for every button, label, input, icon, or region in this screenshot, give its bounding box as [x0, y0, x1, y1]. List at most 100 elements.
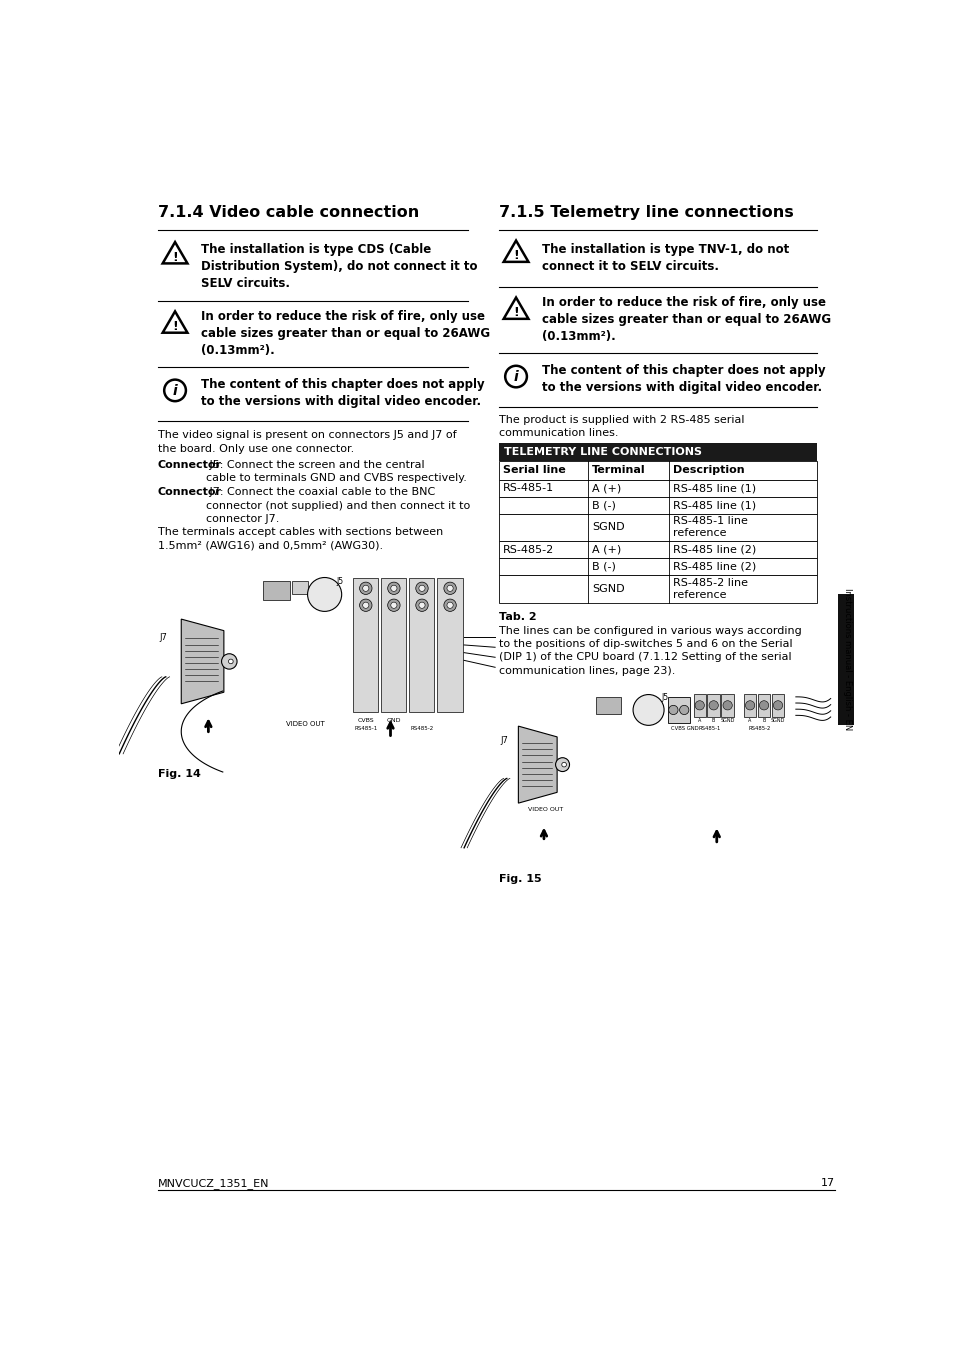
Text: B (-): B (-) [592, 562, 616, 571]
Bar [498, 497, 816, 513]
Text: J5: Connect the screen and the central
cable to terminals GND and CVBS respectiv: J5: Connect the screen and the central c… [206, 460, 466, 483]
Text: The lines can be configured in various ways according
to the positions of dip-sw: The lines can be configured in various w… [498, 626, 801, 676]
Polygon shape [503, 241, 528, 261]
Circle shape [744, 701, 754, 709]
Polygon shape [503, 298, 528, 318]
Text: 7.1.4 Video cable connection: 7.1.4 Video cable connection [158, 204, 418, 219]
Text: RS-485 line (2): RS-485 line (2) [673, 544, 756, 555]
Circle shape [443, 598, 456, 612]
Bar [436, 578, 462, 712]
Circle shape [633, 695, 663, 726]
Bar [498, 462, 816, 479]
Polygon shape [162, 311, 187, 333]
Bar [707, 693, 720, 716]
Text: A (+): A (+) [592, 544, 620, 555]
Circle shape [362, 585, 369, 592]
Text: J7: J7 [500, 737, 508, 745]
Bar [596, 697, 620, 714]
Bar [498, 479, 816, 497]
Circle shape [229, 659, 233, 663]
Text: The product is supplied with 2 RS-485 serial
communication lines.: The product is supplied with 2 RS-485 se… [498, 416, 743, 439]
Circle shape [561, 762, 566, 766]
Circle shape [416, 598, 428, 612]
Text: Connector: Connector [158, 460, 222, 470]
Bar [667, 697, 689, 723]
Bar [498, 443, 816, 462]
Text: The installation is type TNV-1, do not
connect it to SELV circuits.: The installation is type TNV-1, do not c… [541, 242, 788, 272]
Text: In order to reduce the risk of fire, only use
cable sizes greater than or equal : In order to reduce the risk of fire, onl… [200, 310, 489, 357]
Text: B (-): B (-) [592, 500, 616, 510]
Bar [498, 558, 816, 575]
Text: RS-485-2 line
reference: RS-485-2 line reference [673, 578, 747, 600]
Text: A: A [698, 719, 700, 723]
Circle shape [362, 603, 369, 608]
Bar [720, 693, 733, 716]
Text: i: i [172, 385, 177, 398]
Text: TELEMETRY LINE CONNECTIONS: TELEMETRY LINE CONNECTIONS [503, 447, 700, 458]
Text: A (+): A (+) [592, 483, 620, 493]
Bar [757, 693, 769, 716]
Circle shape [679, 705, 688, 715]
Text: The installation is type CDS (Cable
Distribution System), do not connect it to
S: The installation is type CDS (Cable Dist… [200, 242, 477, 290]
Circle shape [773, 701, 781, 709]
Circle shape [359, 582, 372, 594]
Circle shape [505, 366, 526, 387]
Text: !: ! [513, 306, 518, 320]
Circle shape [759, 701, 768, 709]
Polygon shape [162, 242, 187, 264]
Bar [771, 693, 783, 716]
Text: J5: J5 [335, 577, 343, 586]
Bar [498, 462, 816, 479]
Text: Fig. 14: Fig. 14 [158, 769, 201, 780]
Text: The content of this chapter does not apply
to the versions with digital video en: The content of this chapter does not app… [200, 378, 484, 408]
Text: CVBS: CVBS [357, 718, 374, 723]
Text: Terminal: Terminal [592, 466, 645, 475]
Text: VIDEO OUT: VIDEO OUT [286, 720, 324, 727]
Text: B: B [711, 719, 715, 723]
Text: Fig. 15: Fig. 15 [498, 873, 541, 884]
Text: RS485-2: RS485-2 [748, 726, 771, 731]
Text: VIDEO OUT: VIDEO OUT [527, 807, 562, 812]
Text: RS-485 line (1): RS-485 line (1) [673, 483, 756, 493]
Circle shape [708, 701, 718, 709]
Bar [743, 693, 756, 716]
Text: B: B [761, 719, 765, 723]
Text: Tab. 2: Tab. 2 [498, 612, 536, 621]
Bar [498, 513, 816, 542]
Bar [498, 575, 816, 603]
Text: GND: GND [386, 718, 400, 723]
Bar [292, 581, 307, 594]
Circle shape [164, 379, 186, 401]
Text: !: ! [513, 249, 518, 261]
Polygon shape [181, 619, 224, 704]
Circle shape [391, 603, 396, 608]
Text: In order to reduce the risk of fire, only use
cable sizes greater than or equal : In order to reduce the risk of fire, onl… [541, 297, 830, 344]
Circle shape [695, 701, 703, 709]
Circle shape [359, 598, 372, 612]
Circle shape [555, 758, 569, 772]
Text: A: A [747, 719, 751, 723]
Text: Connector: Connector [158, 487, 222, 497]
Circle shape [418, 603, 425, 608]
Circle shape [447, 603, 453, 608]
Text: Instructions manual - English - EN: Instructions manual - English - EN [842, 588, 851, 730]
Text: RS-485-1 line
reference: RS-485-1 line reference [673, 516, 747, 539]
Bar [498, 542, 816, 558]
Text: The video signal is present on connectors J5 and J7 of
the board. Only use one c: The video signal is present on connector… [158, 431, 456, 454]
Text: RS485-1: RS485-1 [698, 726, 720, 731]
Circle shape [387, 582, 399, 594]
Bar [262, 581, 290, 600]
Circle shape [722, 701, 732, 709]
Circle shape [668, 705, 678, 715]
Bar [693, 693, 705, 716]
Circle shape [443, 582, 456, 594]
Text: Description: Description [673, 466, 744, 475]
Text: RS-485 line (1): RS-485 line (1) [673, 500, 756, 510]
Text: !: ! [172, 250, 178, 264]
Text: RS-485 line (2): RS-485 line (2) [673, 562, 756, 571]
Text: RS-485-1: RS-485-1 [502, 483, 554, 493]
Bar [353, 578, 378, 712]
Text: 17: 17 [821, 1178, 835, 1189]
Circle shape [387, 598, 399, 612]
Text: The content of this chapter does not apply
to the versions with digital video en: The content of this chapter does not app… [541, 364, 824, 394]
